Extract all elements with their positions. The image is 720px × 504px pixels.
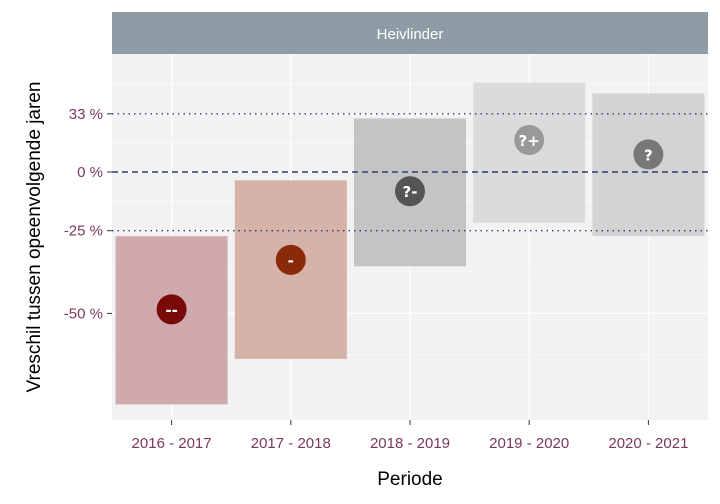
estimate-label: ?+ [519, 132, 540, 150]
estimate-label: -- [165, 301, 177, 319]
x-tick-label: 2016 - 2017 [132, 435, 212, 452]
y-tick-label: 33 % [69, 106, 103, 123]
y-axis-title: Vreschil tussen opeenvolgende jaren [24, 82, 45, 393]
strip-title: Heivlinder [377, 26, 444, 43]
y-tick-label: -25 % [64, 223, 103, 240]
x-tick-label: 2019 - 2020 [489, 435, 569, 452]
estimate-points: ---?-?+? [156, 124, 664, 325]
estimate-point [633, 139, 664, 170]
x-tick-label: 2018 - 2019 [370, 435, 450, 452]
x-tick-label: 2017 - 2018 [251, 435, 331, 452]
y-axis: 33 % 0 % -25 % -50 % [64, 106, 112, 322]
x-axis-title: Periode [377, 469, 443, 490]
y-tick-label: 0 % [77, 164, 103, 181]
x-axis: 2016 - 2017 2017 - 2018 2018 - 2019 2019 - … [132, 420, 688, 452]
estimate-label: ?- [403, 183, 418, 201]
strip-background [112, 12, 708, 54]
x-tick-label: 2020 - 2021 [608, 435, 688, 452]
estimate-label: ? [644, 146, 653, 164]
estimate-label: - [288, 252, 294, 270]
reference-lines [112, 113, 708, 232]
estimate-point [395, 176, 425, 207]
estimate-point [156, 294, 187, 325]
estimate-point [275, 244, 306, 275]
estimate-point [514, 124, 545, 155]
y-tick-label: -50 % [64, 305, 103, 322]
